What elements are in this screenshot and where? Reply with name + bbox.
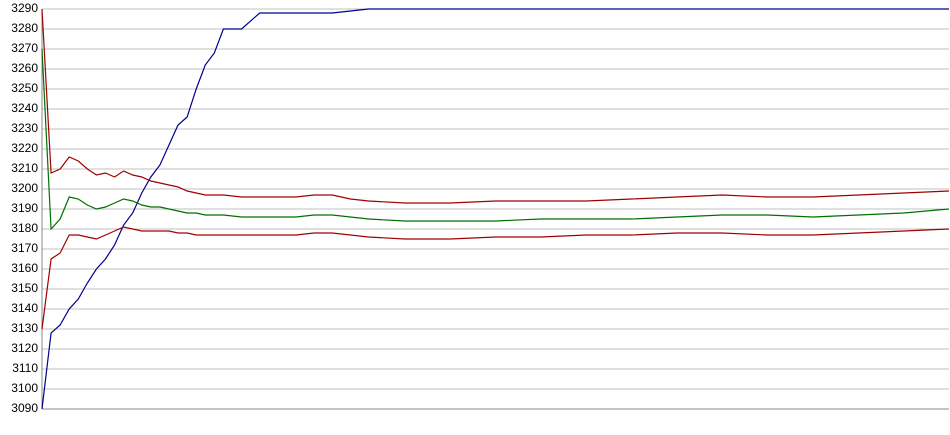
y-tick-label: 3100 <box>11 381 38 395</box>
y-tick-label: 3140 <box>11 301 38 315</box>
series-line <box>41 48 950 231</box>
y-tick-label: 3290 <box>11 1 38 15</box>
y-tick-label: 3250 <box>11 81 38 95</box>
y-tick-label: 3170 <box>11 241 38 255</box>
series-line <box>41 8 949 410</box>
y-tick-label: 3130 <box>11 321 38 335</box>
y-tick-label: 3210 <box>11 161 38 175</box>
y-tick-label: 3110 <box>12 361 38 375</box>
series-line <box>41 226 950 330</box>
y-tick-label: 3260 <box>11 61 38 75</box>
y-tick-label: 3230 <box>11 121 38 135</box>
y-tick-label: 3200 <box>11 181 38 195</box>
y-tick-label: 3180 <box>11 221 38 235</box>
y-tick-label: 3220 <box>11 141 38 155</box>
series-line <box>41 8 950 204</box>
y-tick-label: 3120 <box>11 341 38 355</box>
y-tick-label: 3280 <box>11 21 38 35</box>
y-tick-label: 3270 <box>11 41 38 55</box>
y-tick-label: 3240 <box>11 101 38 115</box>
y-tick-label: 3160 <box>11 261 38 275</box>
y-tick-label: 3150 <box>11 281 38 295</box>
y-tick-label: 3090 <box>11 401 38 415</box>
y-tick-label: 3190 <box>11 201 38 215</box>
